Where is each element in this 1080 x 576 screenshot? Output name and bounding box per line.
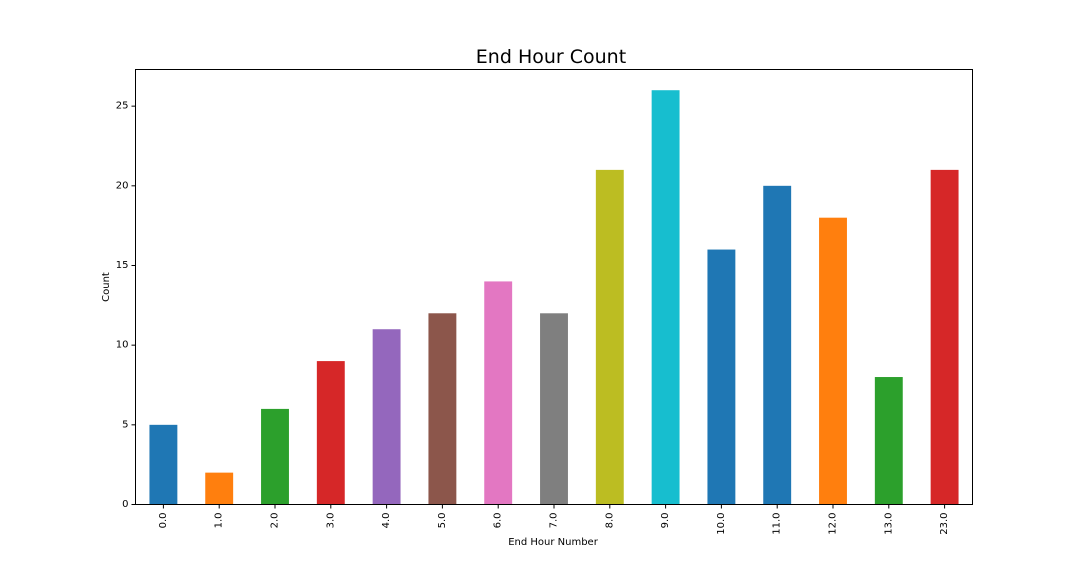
x-tick-label: 8.0 [604,513,615,529]
x-tick-label: 3.0 [325,513,336,529]
bar-8.0 [595,169,624,505]
bar-1.0 [205,472,234,505]
x-axis-label: End Hour Number [508,537,599,548]
x-tick-label: 12.0 [828,513,839,535]
x-tick-label: 4.0 [381,513,392,529]
y-axis: 0 5 10 15 20 25 [116,101,136,510]
y-tick-label: 10 [116,340,129,351]
bar-13.0 [874,377,903,505]
x-axis: 0.0 1.0 2.0 3.0 4.0 5.0 6.0 7.0 8.0 9.0 10.0 11.0 12… [158,504,950,535]
y-tick-label: 5 [122,419,128,430]
bar-0.0 [149,424,178,505]
bar-10.0 [707,249,736,505]
chart-title: End Hour Count [476,46,626,68]
y-tick-label: 20 [116,180,129,191]
y-tick-label: 15 [116,260,129,271]
x-tick-label: 0.0 [158,513,169,529]
x-tick-label: 6.0 [493,513,504,529]
x-tick-label: 1.0 [214,513,225,529]
bar-4.0 [372,329,401,505]
plot-frame [135,69,973,505]
x-tick-label: 5.0 [437,513,448,529]
y-axis-label: Count [101,272,112,302]
bar-11.0 [763,185,792,505]
x-tick-label: 13.0 [883,513,894,535]
bar-7.0 [540,313,568,505]
bar-9.0 [651,90,680,505]
bar-2.0 [261,408,289,505]
bar-3.0 [316,361,345,505]
y-tick-label: 0 [122,499,128,510]
x-tick-label: 23.0 [939,513,950,535]
y-tick-label: 25 [116,101,129,112]
x-tick-label: 10.0 [716,513,727,535]
bars-group [149,90,959,505]
bar-23.0 [930,169,959,505]
bar-5.0 [428,313,457,505]
bar-6.0 [484,281,513,505]
bar-12.0 [819,217,847,505]
x-tick-label: 7.0 [549,513,560,529]
x-tick-label: 11.0 [772,513,783,535]
x-tick-label: 2.0 [270,513,281,529]
x-tick-label: 9.0 [660,513,671,529]
